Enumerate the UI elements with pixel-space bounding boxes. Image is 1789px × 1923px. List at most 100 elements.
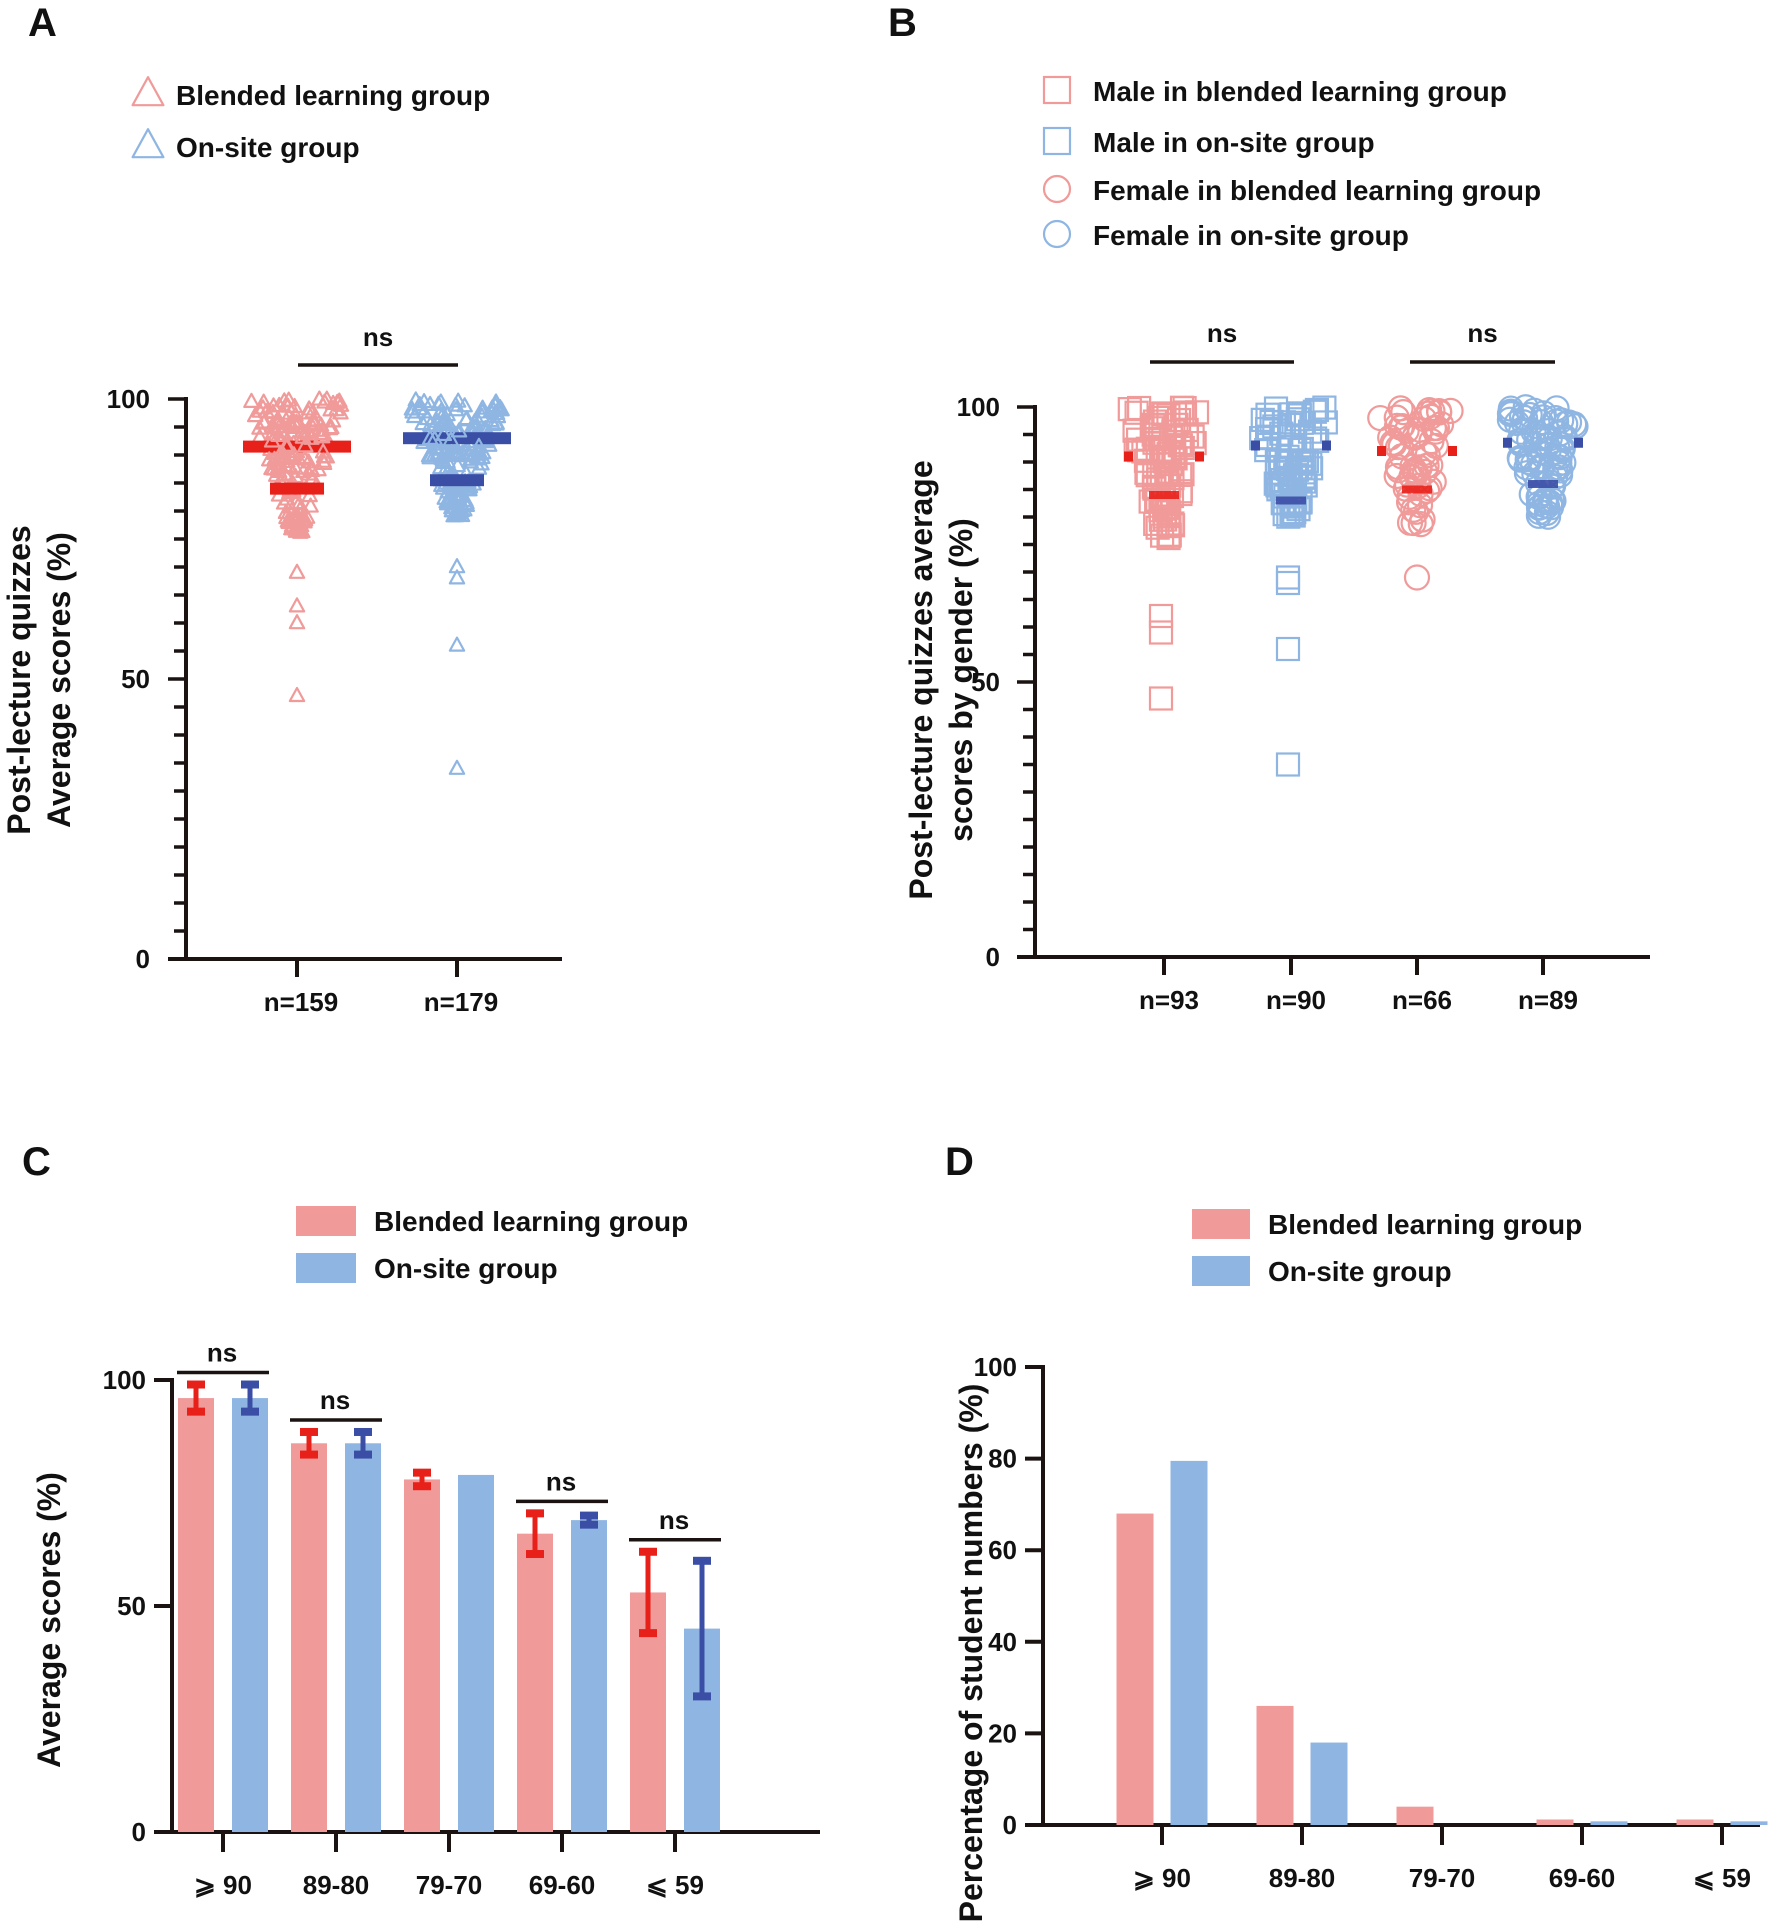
b-sd-line — [1276, 496, 1306, 505]
d-x-tick-label: 69-60 — [1549, 1863, 1616, 1893]
c-bar — [517, 1533, 553, 1832]
c-error-cap-bottom — [354, 1450, 372, 1459]
b-x-tick-label: n=89 — [1518, 985, 1578, 1015]
b-data-point — [1437, 397, 1464, 424]
b-data-point — [1550, 449, 1577, 476]
a-y-tick-label: 0 — [136, 944, 150, 974]
b-mean-line-left — [1503, 437, 1512, 448]
b-data-point — [1543, 408, 1570, 435]
a-data-point — [315, 447, 333, 464]
a-data-point — [448, 489, 466, 505]
a-y-title-line2: Average scores (%) — [41, 532, 77, 828]
b-significance-label: ns — [1207, 318, 1237, 348]
panel-d: Blended learning group On-site group 0 20 40… — [953, 1209, 1768, 1922]
b-data-point — [1304, 397, 1329, 423]
c-bar — [404, 1479, 440, 1832]
c-error-cap-bottom — [241, 1407, 259, 1416]
b-data-point — [1127, 438, 1152, 463]
d-bar — [1170, 1460, 1208, 1825]
a-data-point — [449, 457, 466, 473]
a-data-point — [265, 460, 283, 476]
legend-swatch-icon — [296, 1206, 356, 1236]
b-mean-line-right — [1574, 437, 1583, 448]
b-sd-line — [1149, 491, 1179, 499]
d-y-tick-label: 0 — [1003, 1810, 1017, 1840]
a-data-point — [426, 430, 443, 446]
b-data-point — [1407, 511, 1434, 538]
d-bar — [1396, 1806, 1434, 1825]
d-y-tick-label: 80 — [988, 1444, 1017, 1474]
b-y-title-line1: Post-lecture quizzes average — [903, 460, 939, 899]
a-data-point — [442, 431, 460, 447]
a-data-point — [269, 410, 287, 426]
a-data-point — [332, 396, 350, 412]
b-y-tick-label: 0 — [986, 942, 1000, 972]
panel-b: Male in blended learning group Male in on… — [903, 75, 1650, 1015]
a-data-point — [447, 396, 464, 412]
a-data-point — [316, 393, 333, 409]
c-x-tick-label: ⩽ 59 — [646, 1870, 704, 1900]
a-data-point-outlier — [448, 569, 466, 585]
a-data-point — [287, 406, 304, 422]
c-error-cap-bottom — [639, 1629, 657, 1638]
b-x-tick-label: n=90 — [1266, 985, 1326, 1015]
d-bar — [1116, 1513, 1154, 1825]
d-bar — [1590, 1821, 1628, 1825]
a-data-point — [297, 450, 314, 466]
a-data-point-outlier — [448, 636, 466, 652]
c-error-cap-top — [639, 1547, 657, 1556]
legend-label: Blended learning group — [1268, 1209, 1582, 1240]
a-data-point — [434, 451, 452, 467]
b-data-point — [1396, 509, 1424, 536]
a-data-point — [295, 462, 312, 478]
b-data-point — [1131, 439, 1156, 464]
b-data-point — [1498, 400, 1525, 428]
b-data-point-outlier — [1403, 564, 1431, 591]
a-data-point — [292, 499, 310, 515]
a-data-point — [450, 422, 468, 438]
b-data-point — [1250, 407, 1275, 432]
a-data-point — [488, 415, 505, 431]
a-data-point — [265, 419, 283, 435]
a-mean-line — [243, 440, 351, 453]
d-bar — [1310, 1742, 1348, 1825]
c-error-cap-bottom — [187, 1407, 205, 1416]
c-bar — [291, 1443, 327, 1832]
c-error-cap-top — [693, 1556, 711, 1565]
c-error-cap-bottom — [693, 1692, 711, 1701]
a-data-point — [470, 459, 488, 475]
d-x-tick-label: ⩾ 90 — [1133, 1863, 1191, 1893]
b-data-point — [1172, 400, 1198, 425]
a-y-title-line1: Post-lecture quizzes — [1, 525, 37, 834]
a-data-point — [461, 446, 479, 462]
b-x-tick-label: n=66 — [1392, 985, 1452, 1015]
b-y-axis-title: Post-lecture quizzes average scores by ge… — [903, 460, 979, 899]
c-error-cap-bottom — [300, 1450, 318, 1459]
a-data-point-outlier — [448, 759, 466, 775]
a-sd-line — [270, 482, 324, 495]
a-data-point — [285, 446, 303, 462]
a-data-point — [294, 522, 311, 539]
d-y-axis-title: Percentage of student numbers (%) — [953, 1384, 989, 1923]
a-data-point — [462, 450, 479, 466]
c-x-tick-label: ⩾ 90 — [194, 1870, 252, 1900]
legend-marker-triangle-icon — [131, 128, 165, 159]
a-data-point — [474, 403, 491, 419]
a-data-point — [435, 425, 453, 442]
a-data-point — [302, 497, 319, 513]
b-data-point — [1417, 451, 1444, 479]
panel-letter-a: A — [28, 1, 57, 45]
legend-label: On-site group — [176, 132, 360, 163]
b-data-point — [1281, 503, 1306, 528]
a-x-tick-label: n=159 — [264, 987, 338, 1017]
c-error-cap-top — [187, 1380, 205, 1389]
legend-swatch-icon — [1192, 1256, 1250, 1286]
b-data-point — [1420, 468, 1447, 495]
c-error-cap-bottom — [413, 1482, 431, 1491]
c-error-cap-top — [413, 1468, 431, 1477]
b-data-point — [1561, 411, 1588, 438]
legend-marker-circle-icon — [1042, 219, 1072, 249]
a-data-point-outlier — [288, 614, 306, 630]
b-data-point-outlier — [1275, 752, 1301, 777]
a-data-point — [315, 452, 332, 468]
